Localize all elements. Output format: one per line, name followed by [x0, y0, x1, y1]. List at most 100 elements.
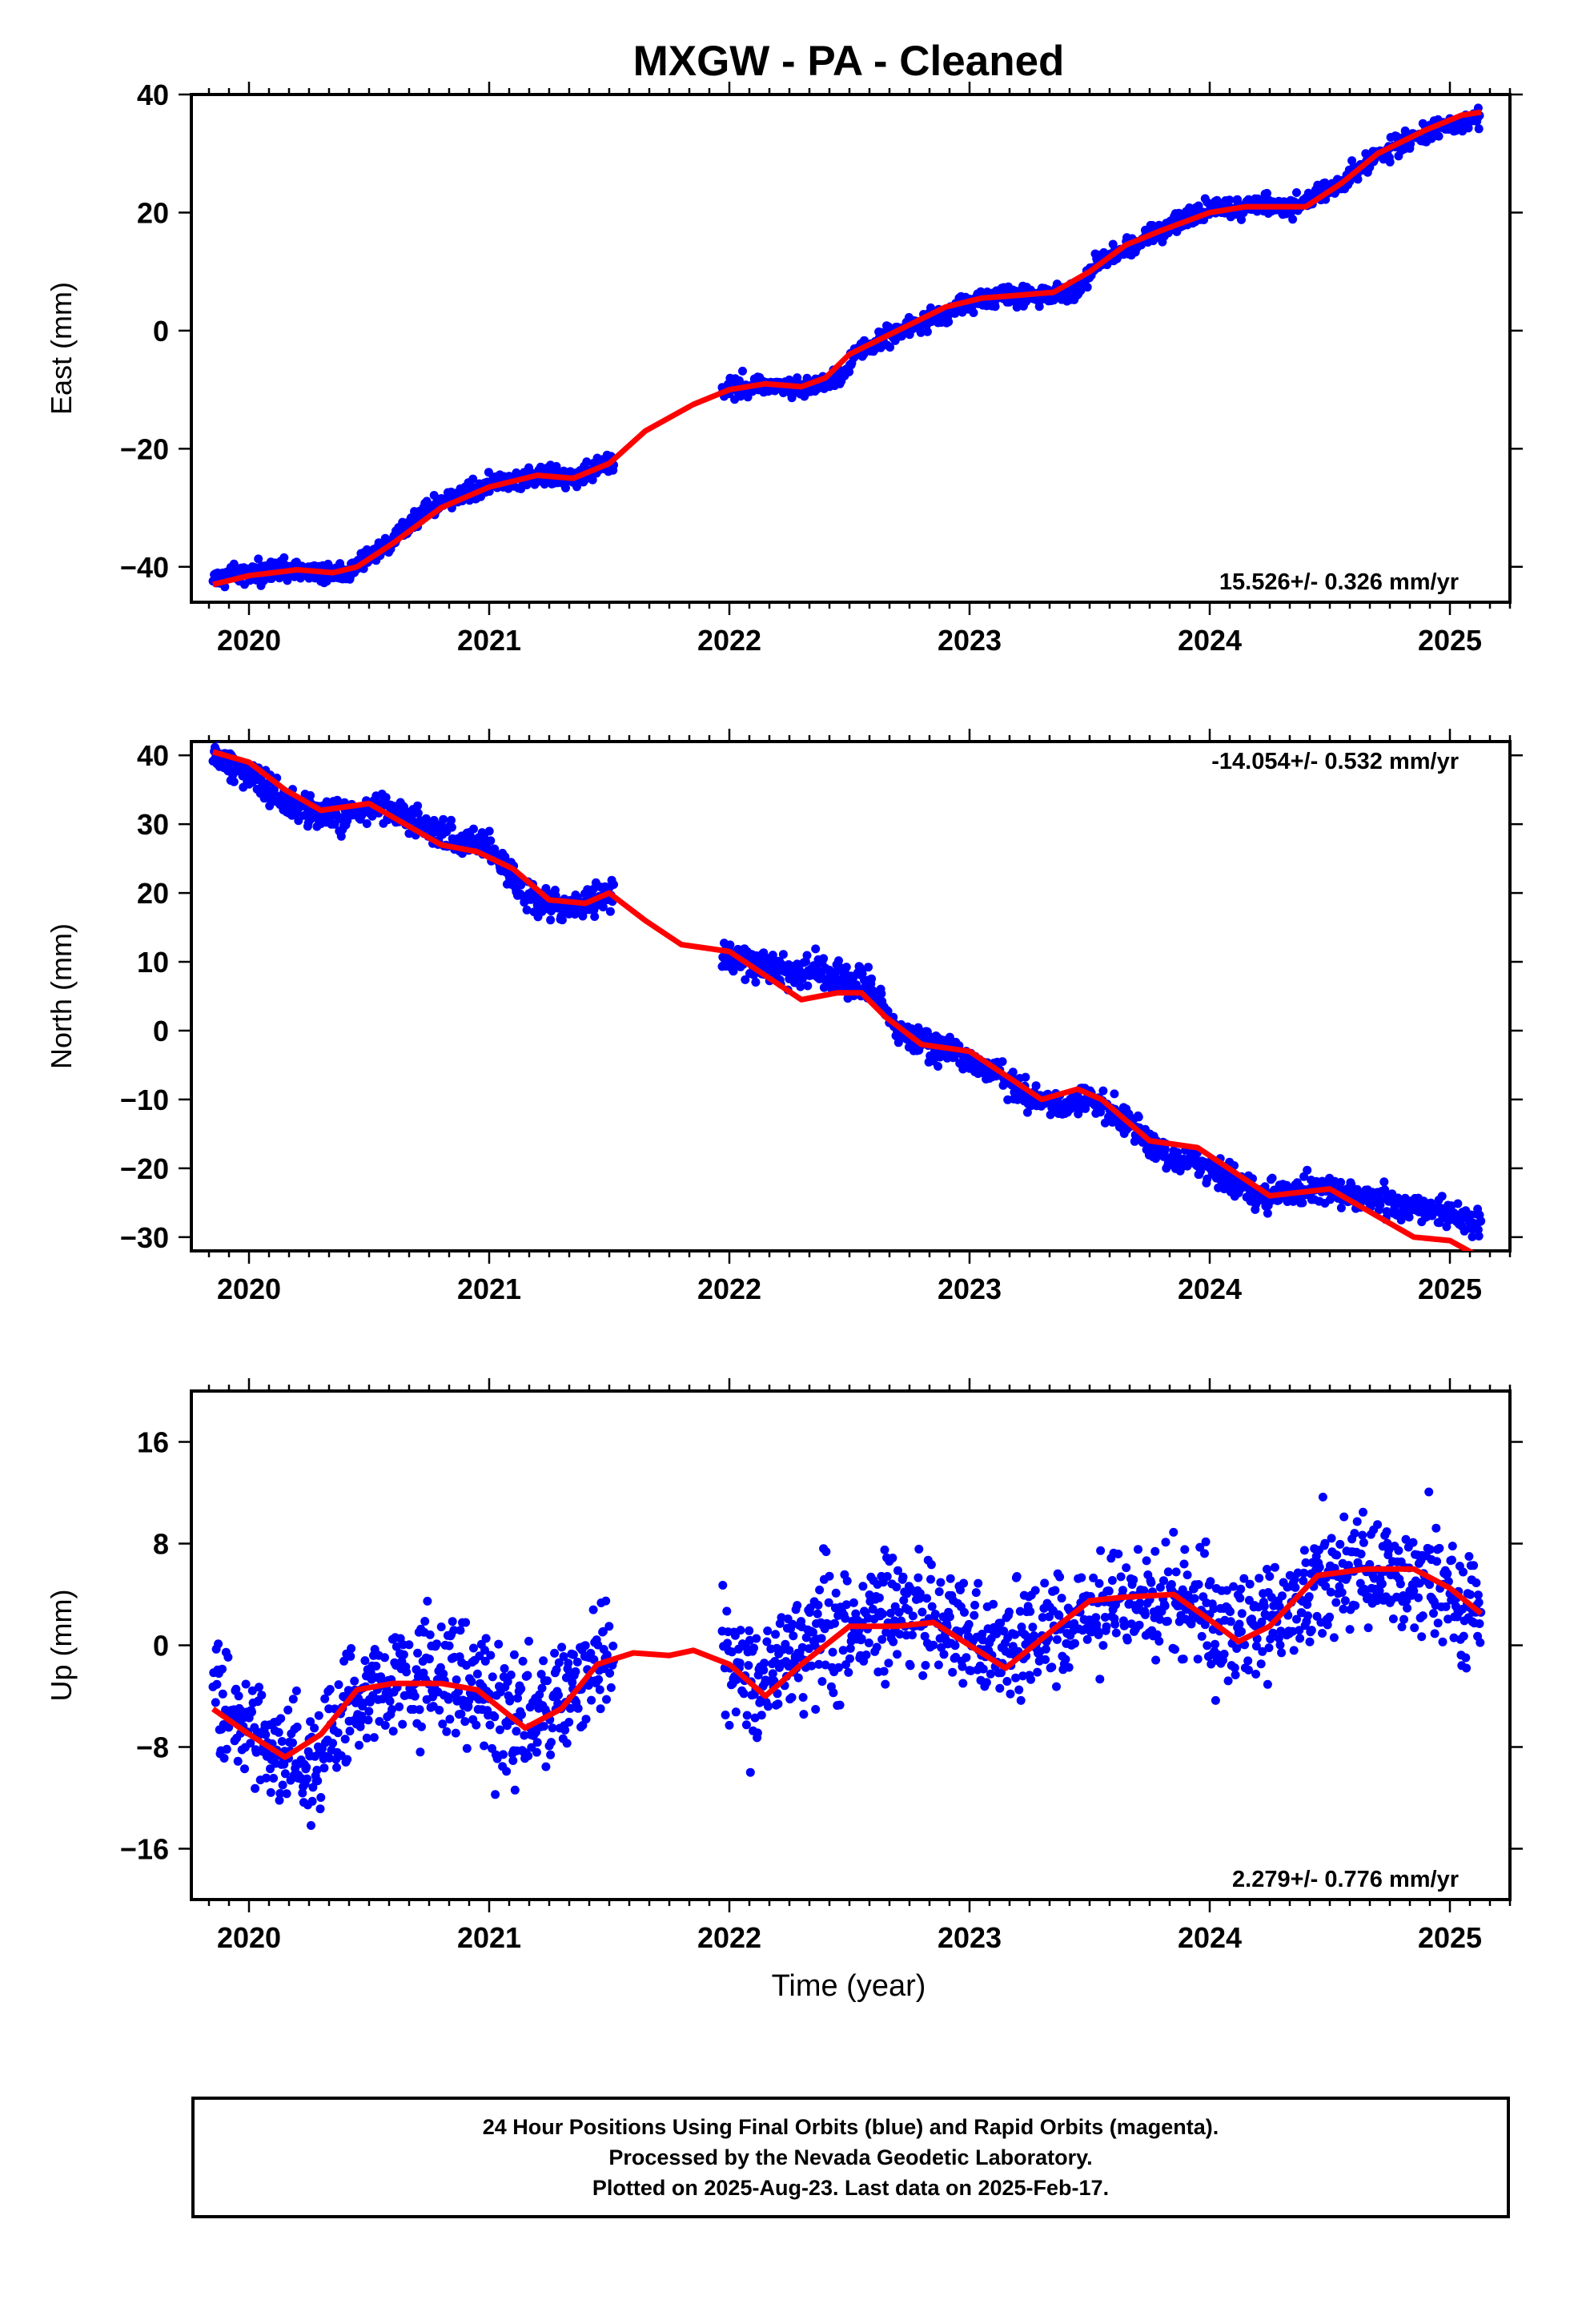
observation-point [908, 1611, 917, 1621]
observation-point [1474, 1232, 1484, 1240]
observation-point [346, 1651, 355, 1661]
observation-point [1028, 1622, 1038, 1632]
observation-point [842, 1576, 852, 1586]
observation-point [752, 1634, 761, 1643]
observation-point [1178, 1585, 1187, 1594]
observation-point [1102, 1622, 1111, 1631]
east-y-tick-label-20: 20 [137, 196, 169, 229]
observation-point [1230, 1663, 1239, 1673]
observation-point [413, 801, 423, 810]
observation-point [1222, 1586, 1231, 1595]
observation-point [817, 1634, 826, 1643]
observation-point [958, 1662, 967, 1671]
north-y-tick-label-neg30: −30 [120, 1221, 169, 1254]
observation-point [481, 1634, 491, 1643]
observation-point [588, 1605, 598, 1614]
observation-point [420, 1617, 430, 1626]
observation-point [499, 1750, 508, 1759]
observation-point [340, 1735, 350, 1744]
observation-point [1162, 1616, 1172, 1626]
observation-point [532, 1747, 541, 1757]
observation-point [524, 1636, 533, 1646]
observation-point [948, 1667, 958, 1677]
observation-point [1173, 1148, 1182, 1157]
observation-point [1201, 1537, 1211, 1546]
observation-point [805, 1603, 815, 1613]
observation-point [884, 1659, 893, 1668]
north-y-tick-label-40: 40 [137, 739, 169, 772]
observation-point [524, 1751, 533, 1761]
observation-point [1033, 1667, 1042, 1677]
observation-point [1134, 1620, 1144, 1630]
observation-point [1351, 1601, 1360, 1610]
observation-point [436, 1622, 446, 1631]
observation-point [452, 1675, 461, 1685]
observation-point [1161, 1538, 1170, 1547]
observation-point [793, 1673, 803, 1683]
observation-point [495, 1725, 504, 1735]
observation-point [333, 1728, 343, 1738]
observation-point [893, 1650, 902, 1659]
observation-point [1118, 1586, 1127, 1595]
observation-point [824, 1598, 833, 1607]
observation-point [845, 367, 854, 376]
observation-point [541, 1762, 551, 1771]
observation-point [759, 1666, 769, 1675]
observation-point [966, 1666, 976, 1675]
observation-point [793, 1601, 802, 1610]
observation-point [749, 970, 758, 979]
observation-point [845, 1654, 854, 1663]
observation-point [851, 1609, 861, 1618]
observation-point [1303, 1165, 1312, 1175]
observation-point [1040, 1578, 1050, 1588]
observation-point [1235, 1619, 1244, 1629]
observation-point [1292, 188, 1301, 197]
observation-point [572, 482, 581, 492]
observation-point [773, 1689, 782, 1699]
observation-point [982, 1678, 991, 1687]
observation-point [946, 1574, 955, 1583]
observation-point [343, 1755, 352, 1764]
observation-point [486, 836, 496, 846]
observation-point [849, 1598, 858, 1607]
observation-point [777, 1613, 786, 1622]
observation-point [1041, 1644, 1050, 1654]
observation-point [1237, 1626, 1246, 1636]
observation-point [283, 1705, 293, 1715]
observation-point [275, 1789, 285, 1798]
observation-point [813, 1609, 822, 1618]
observation-point [844, 1667, 853, 1677]
observation-point [1339, 1604, 1348, 1614]
observation-point [1114, 1550, 1123, 1558]
observation-point [380, 1653, 389, 1663]
observation-point [409, 817, 419, 826]
observation-point [996, 1618, 1006, 1628]
observation-point [314, 1711, 323, 1720]
east-y-tick-label-40: 40 [137, 78, 169, 111]
observation-point [1159, 1576, 1168, 1586]
observation-point [819, 954, 829, 963]
observation-point [502, 1767, 512, 1776]
observation-point [402, 1667, 412, 1677]
observation-point [1237, 1609, 1247, 1618]
observation-point [773, 1699, 783, 1709]
observation-point [745, 1767, 755, 1777]
observation-point [215, 742, 221, 743]
observation-point [456, 1626, 465, 1635]
observation-point [1323, 1620, 1332, 1630]
observation-point [362, 1733, 371, 1743]
observation-point [277, 1737, 287, 1746]
observation-point [316, 1793, 326, 1802]
observation-point [1200, 1620, 1210, 1630]
observation-point [1179, 1559, 1189, 1569]
observation-point [784, 1662, 793, 1671]
observation-point [1304, 1592, 1314, 1602]
observation-point [334, 1680, 343, 1690]
observation-point [1015, 1606, 1025, 1616]
observation-point [387, 1705, 397, 1715]
observation-point [1203, 1174, 1212, 1184]
observation-point [325, 1685, 335, 1694]
observation-point [995, 1683, 1005, 1693]
observation-point [491, 1790, 500, 1799]
observation-point [506, 1694, 515, 1703]
